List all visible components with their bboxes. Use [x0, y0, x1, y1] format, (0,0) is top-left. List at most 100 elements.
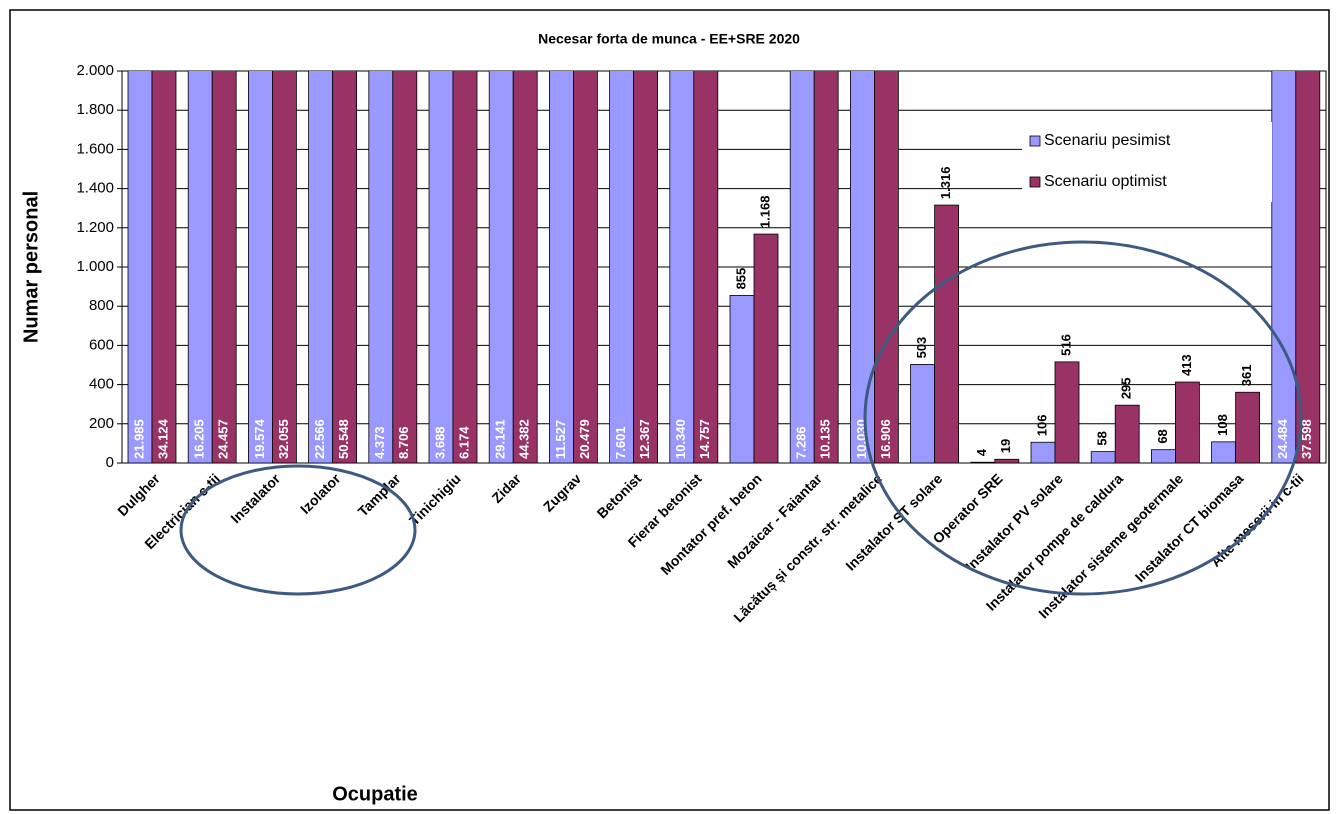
bar	[1151, 449, 1176, 463]
value-label: 16.906	[878, 419, 893, 459]
value-label: 37.598	[1299, 419, 1314, 459]
legend-box	[1022, 122, 1272, 202]
highlight-ellipse	[179, 464, 417, 596]
y-tick-label: 600	[89, 336, 114, 353]
legend: Scenariu pesimist Scenariu optimist	[1022, 122, 1272, 202]
bar	[1211, 441, 1236, 463]
value-label: 58	[1095, 431, 1110, 445]
bar	[127, 71, 153, 463]
bar	[1090, 451, 1116, 463]
value-label: 32.055	[276, 419, 291, 459]
value-label: 20.479	[577, 419, 592, 459]
bar	[874, 71, 899, 463]
y-tick-label: 1.200	[76, 219, 114, 236]
value-label: 361	[1239, 365, 1254, 387]
value-label: 68	[1155, 429, 1170, 443]
y-tick-label: 2.000	[76, 62, 114, 79]
value-label: 34.124	[155, 418, 170, 459]
bar	[1114, 404, 1140, 463]
value-label: 16.205	[192, 419, 207, 459]
value-label: 29.141	[493, 419, 508, 459]
value-label: 50.548	[336, 419, 351, 459]
value-label: 19.574	[252, 418, 267, 459]
value-label: 4	[974, 448, 989, 456]
bar	[512, 71, 538, 463]
bar	[789, 71, 815, 463]
bar	[609, 71, 634, 463]
y-tick-label: 1.600	[76, 140, 114, 157]
bar	[211, 71, 237, 463]
bar	[994, 458, 1020, 463]
bar	[729, 295, 755, 463]
value-label: 8.706	[396, 426, 411, 459]
y-axis-title: Numar personal	[20, 191, 42, 343]
bar	[428, 71, 454, 463]
value-label: 855	[733, 268, 748, 290]
value-label: 19	[998, 439, 1013, 453]
bar	[488, 71, 514, 463]
value-label: 108	[1215, 414, 1230, 436]
value-label: 3.688	[432, 426, 447, 459]
bar	[1235, 391, 1260, 463]
bar	[573, 71, 598, 463]
value-label: 7.286	[794, 426, 809, 459]
bar	[332, 71, 358, 463]
chart-title: Necesar forta de munca - EE+SRE 2020	[538, 31, 800, 47]
value-label: 7.601	[613, 426, 628, 459]
value-label: 21.985	[131, 419, 146, 459]
plot-border	[121, 70, 1327, 464]
y-tick-label: 1.000	[76, 258, 114, 275]
bar	[1175, 381, 1200, 463]
value-label: 503	[914, 337, 929, 359]
bar	[1271, 71, 1297, 463]
bar	[633, 71, 658, 463]
bar	[934, 204, 959, 463]
legend-swatch	[1029, 176, 1041, 188]
bars	[127, 71, 1321, 463]
bar	[187, 71, 213, 463]
bar	[910, 364, 935, 463]
bar	[1054, 361, 1080, 463]
y-tick-label: 0	[106, 454, 114, 471]
y-tick-label: 200	[89, 415, 114, 432]
bar	[669, 71, 695, 463]
y-tick-label: 800	[89, 297, 114, 314]
value-label: 10.340	[673, 419, 688, 459]
bar	[813, 71, 839, 463]
value-label: 1.316	[938, 167, 953, 200]
value-label: 14.757	[697, 419, 712, 459]
value-label: 11.527	[553, 420, 568, 459]
value-label: 24.484	[1275, 418, 1290, 459]
y-tick-label: 1.800	[76, 101, 114, 118]
bar	[368, 71, 394, 463]
value-label: 6.174	[456, 426, 471, 459]
y-tick-label: 400	[89, 376, 114, 393]
bar	[549, 71, 574, 463]
legend-label: Scenariu optimist	[1044, 173, 1167, 190]
value-label: 4.373	[372, 426, 387, 459]
bar	[271, 71, 297, 463]
bar	[1030, 441, 1056, 463]
bar	[970, 461, 996, 463]
bar	[247, 71, 273, 463]
value-label: 24.457	[216, 419, 231, 459]
bar	[308, 71, 334, 463]
bar	[753, 233, 779, 463]
bar	[452, 71, 478, 463]
value-label: 1.168	[757, 196, 772, 229]
legend-swatch	[1029, 135, 1041, 147]
bar	[392, 71, 418, 463]
value-label: 12.367	[637, 419, 652, 459]
value-label: 516	[1058, 334, 1073, 356]
value-label: 22.566	[312, 419, 327, 459]
bar	[151, 71, 177, 463]
y-tick-label: 1.400	[76, 180, 114, 197]
highlight-ellipse	[863, 240, 1303, 596]
bar	[693, 71, 719, 463]
value-label: 10.135	[818, 419, 833, 459]
legend-label: Scenariu pesimist	[1044, 132, 1171, 149]
value-label: 44.382	[517, 419, 532, 459]
value-label: 295	[1119, 377, 1134, 399]
value-label: 413	[1179, 354, 1194, 376]
